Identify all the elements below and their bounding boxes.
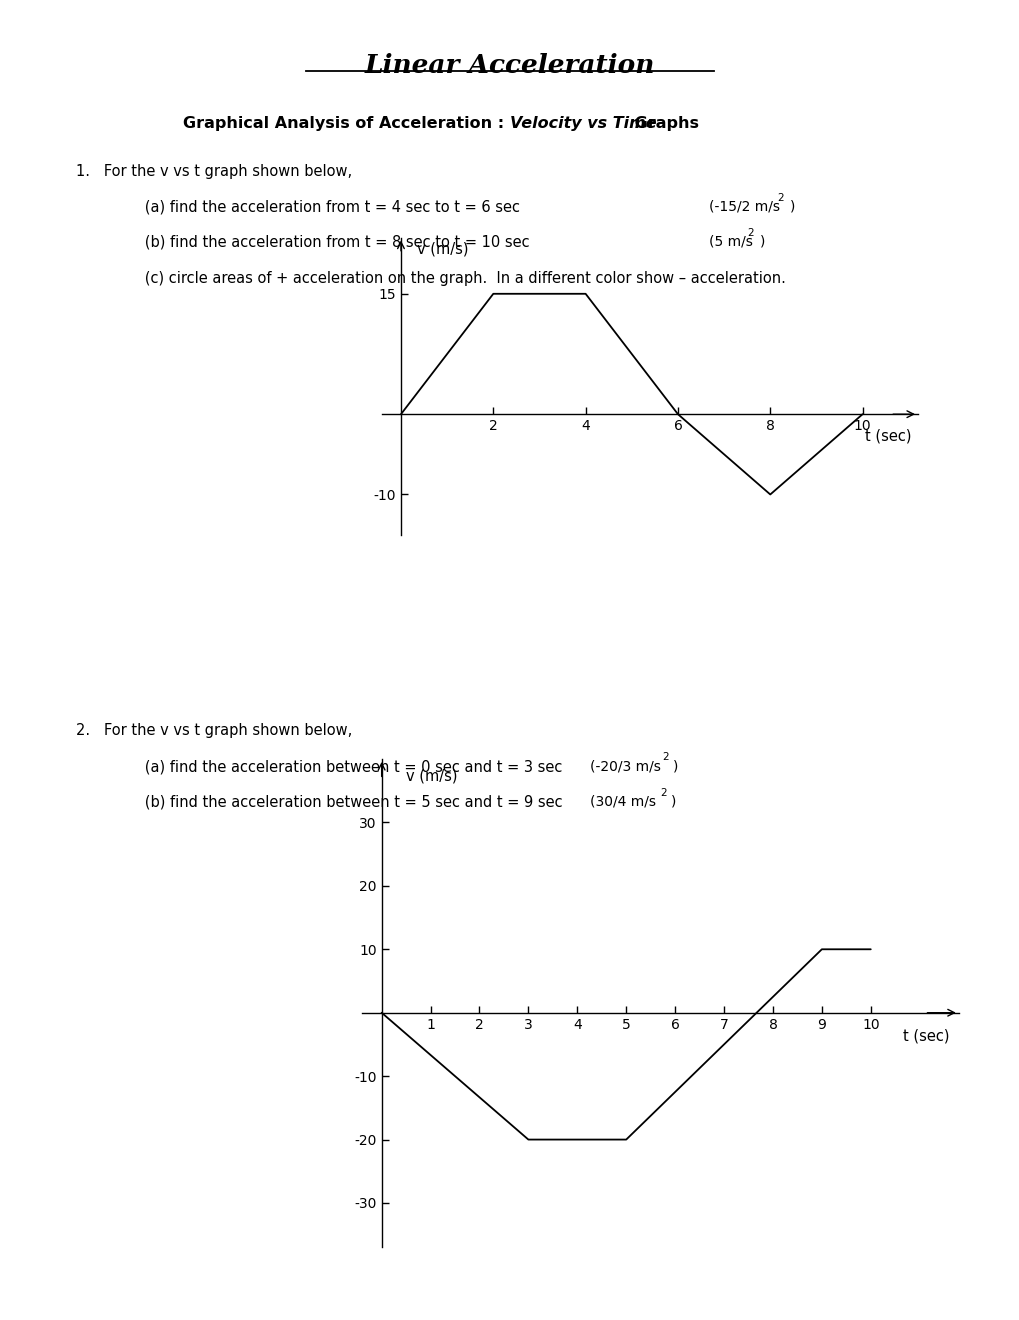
Text: (-15/2 m/s: (-15/2 m/s [708, 199, 780, 214]
Text: (5 m/s: (5 m/s [708, 235, 752, 249]
Text: 2: 2 [747, 228, 753, 239]
Text: 1.   For the v vs t graph shown below,: 1. For the v vs t graph shown below, [76, 164, 353, 178]
Text: ): ) [673, 759, 678, 774]
Text: (b) find the acceleration from t = 8 sec to t = 10 sec: (b) find the acceleration from t = 8 sec… [117, 235, 530, 249]
Text: v (m/s): v (m/s) [406, 768, 458, 784]
Text: (a) find the acceleration between t = 0 sec and t = 3 sec: (a) find the acceleration between t = 0 … [117, 759, 562, 774]
Text: 2: 2 [661, 752, 667, 763]
Text: t (sec): t (sec) [864, 429, 910, 444]
Text: (b) find the acceleration between t = 5 sec and t = 9 sec: (b) find the acceleration between t = 5 … [117, 795, 562, 809]
Text: t (sec): t (sec) [902, 1028, 948, 1044]
Text: (c) circle areas of + acceleration on the graph.  In a different color show – ac: (c) circle areas of + acceleration on th… [117, 271, 786, 285]
Text: 2: 2 [659, 788, 665, 799]
Text: Linear Acceleration: Linear Acceleration [365, 53, 654, 78]
Text: ): ) [671, 795, 676, 809]
Text: (30/4 m/s: (30/4 m/s [589, 795, 655, 809]
Text: ): ) [789, 199, 794, 214]
Text: 2.   For the v vs t graph shown below,: 2. For the v vs t graph shown below, [76, 723, 353, 738]
Text: (-20/3 m/s: (-20/3 m/s [589, 759, 659, 774]
Text: v (m/s): v (m/s) [417, 242, 468, 256]
Text: 2: 2 [776, 193, 783, 203]
Text: Graphs: Graphs [629, 116, 699, 131]
Text: Velocity vs Time: Velocity vs Time [510, 116, 656, 131]
Text: (a) find the acceleration from t = 4 sec to t = 6 sec: (a) find the acceleration from t = 4 sec… [117, 199, 520, 214]
Text: Graphical Analysis of Acceleration :: Graphical Analysis of Acceleration : [183, 116, 510, 131]
Text: ): ) [759, 235, 764, 249]
